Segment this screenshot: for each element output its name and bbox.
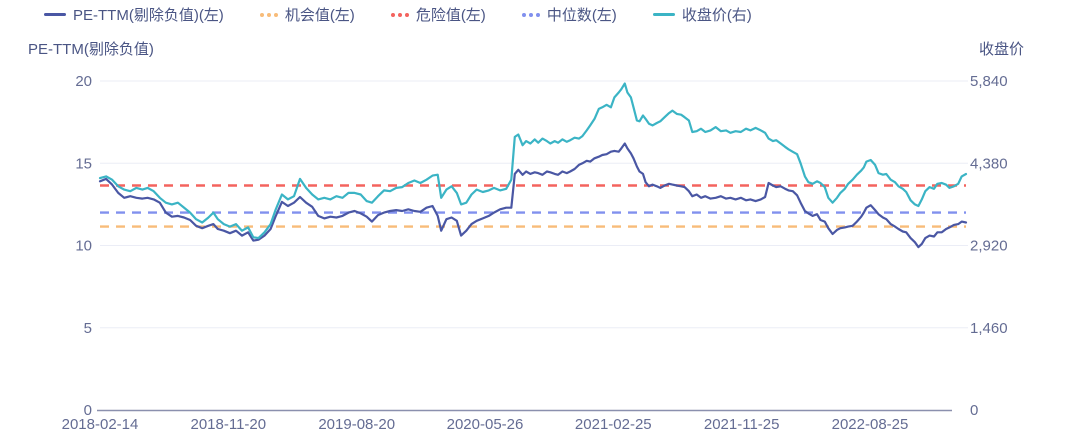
right-axis-tick: 4,380: [970, 155, 1008, 172]
legend-item-close[interactable]: 收盘价(右): [652, 4, 752, 25]
pe-ttm-line[interactable]: [98, 142, 968, 249]
x-axis-tick: 2022-08-25: [832, 416, 909, 433]
legend-item-median[interactable]: 中位数(左): [521, 4, 617, 25]
right-axis-tick: 5,840: [970, 73, 1008, 90]
legend-label: 收盘价(右): [681, 7, 752, 24]
x-axis-tick: 2021-11-25: [704, 416, 780, 433]
legend-label: 机会值(左): [284, 7, 355, 24]
danger-dots-marker-icon: [390, 12, 409, 17]
legend-label: PE-TTM(剔除负值)(左): [73, 7, 224, 24]
legend-label: 中位数(左): [546, 7, 617, 24]
close-line[interactable]: [98, 82, 968, 240]
left-axis-tick: 15: [75, 155, 92, 172]
legend-label: 危险值(左): [415, 7, 486, 24]
x-axis-tick: 2021-02-25: [575, 416, 652, 433]
right-axis-title: 收盘价: [978, 41, 1024, 58]
x-axis-tick: 2018-02-14: [62, 416, 139, 433]
legend-item-opportunity[interactable]: 机会值(左): [259, 4, 355, 25]
left-axis-tick: 5: [84, 320, 92, 337]
x-axis-tick: 2019-08-20: [318, 416, 395, 433]
left-axis-tick: 10: [75, 238, 92, 255]
right-axis-tick: 1,460: [970, 320, 1008, 337]
pe-ttm-line-marker-icon: [44, 12, 66, 17]
chart-legend: PE-TTM(剔除负值)(左) 机会值(左) 危险值(左) 中位数(左) 收盘价(右): [44, 4, 788, 25]
x-axis-tick: 2018-11-20: [190, 416, 266, 433]
legend-item-danger[interactable]: 危险值(左): [390, 4, 486, 25]
x-axis-tick: 2020-05-26: [447, 416, 524, 433]
left-axis-tick: 20: [75, 73, 92, 90]
right-axis-tick: 0: [970, 402, 978, 419]
median-dots-marker-icon: [521, 12, 540, 17]
close-line-marker-icon: [652, 12, 675, 17]
opportunity-dots-marker-icon: [259, 12, 278, 17]
right-axis-tick: 2,920: [970, 238, 1008, 255]
legend-item-pe-ttm[interactable]: PE-TTM(剔除负值)(左): [44, 4, 224, 25]
left-axis-title: PE-TTM(剔除负值): [28, 41, 154, 58]
left-axis-tick: 0: [84, 402, 92, 419]
